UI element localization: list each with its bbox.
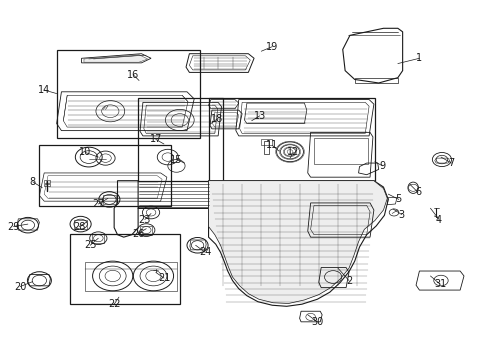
Bar [74,220,87,229]
Text: 4: 4 [435,215,441,225]
Text: 13: 13 [253,111,265,121]
Bar [69,234,180,304]
Text: 10: 10 [79,148,91,157]
Text: 17: 17 [149,134,162,144]
Text: 3: 3 [398,210,404,220]
Bar [92,234,104,243]
Text: 9: 9 [379,161,385,171]
Bar [140,226,152,235]
Polygon shape [84,55,147,62]
Text: 25: 25 [84,240,96,250]
Text: 6: 6 [414,187,420,197]
Text: 2: 2 [345,275,351,285]
Bar [261,139,271,145]
Text: 12: 12 [286,148,299,157]
Text: 23: 23 [139,215,151,225]
Text: 18: 18 [210,114,223,124]
Text: 31: 31 [433,279,445,289]
Text: 14: 14 [38,85,50,95]
Text: 15: 15 [170,154,182,165]
Bar [40,145,171,207]
Text: 21: 21 [158,273,170,283]
Bar [44,184,50,186]
Text: 24: 24 [199,247,211,257]
Polygon shape [208,181,386,303]
Text: 27: 27 [92,199,104,209]
Text: 30: 30 [310,317,323,327]
Bar [57,50,200,138]
Text: 11: 11 [265,140,278,150]
Bar [103,195,115,204]
Bar [138,98,223,181]
Text: 5: 5 [395,194,401,204]
Text: 8: 8 [30,177,36,187]
Text: 22: 22 [108,299,120,309]
Bar [44,180,50,183]
Text: 1: 1 [415,53,422,63]
Text: 28: 28 [73,221,85,231]
Text: 7: 7 [447,158,454,168]
Text: 29: 29 [7,221,20,231]
Text: 26: 26 [132,229,144,239]
Text: 20: 20 [14,282,26,292]
Text: 19: 19 [265,42,278,51]
Bar [313,138,367,164]
Text: 16: 16 [127,70,139,80]
Bar [208,98,375,181]
